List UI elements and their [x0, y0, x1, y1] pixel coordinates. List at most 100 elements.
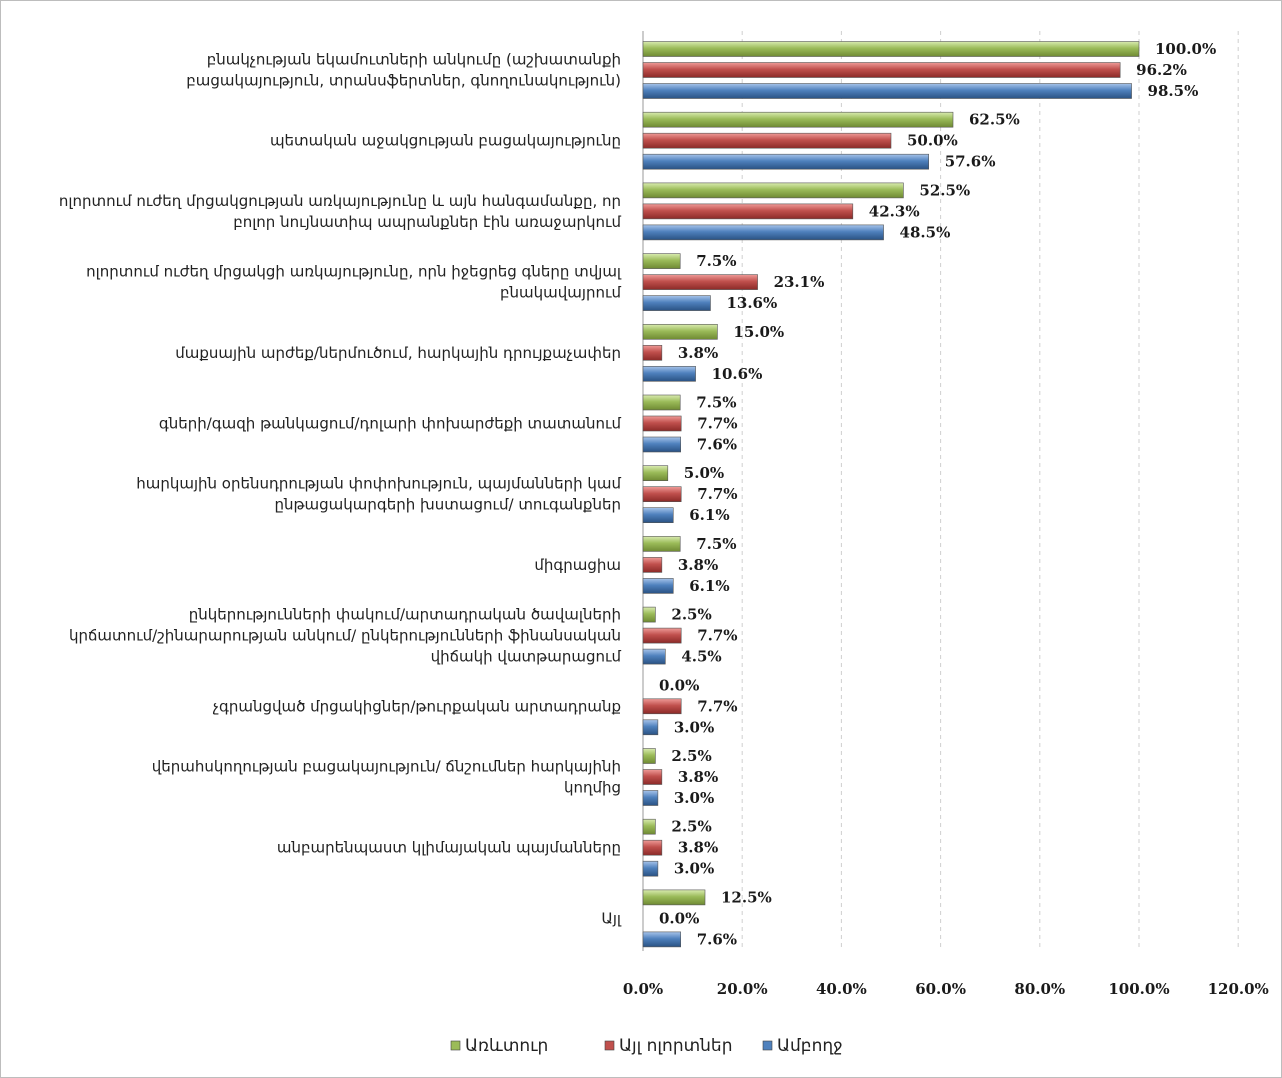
data-label: 7.6%	[697, 930, 737, 948]
x-tick-label: 0.0%	[623, 980, 663, 998]
data-label: 7.5%	[696, 394, 736, 412]
bar-trade	[642, 41, 1140, 57]
x-tick-label: 20.0%	[717, 980, 768, 998]
bar-total	[642, 931, 681, 948]
category-label: Այլ	[601, 909, 622, 927]
data-label: 4.5%	[681, 648, 721, 666]
data-label: 7.7%	[697, 415, 737, 433]
data-label: 23.1%	[774, 273, 825, 291]
data-label: 6.1%	[689, 577, 729, 595]
bar-total	[642, 83, 1132, 99]
bar-total	[642, 860, 659, 877]
data-label: 3.0%	[674, 789, 714, 807]
bar-other-sectors	[642, 415, 682, 432]
legend: Առևտուր Այլ ոլորտներ Ամբողջ	[450, 1036, 843, 1056]
data-label: 7.6%	[697, 436, 737, 454]
category-label: հարկային օրենսդրության փոփոխություն, պայ…	[136, 475, 621, 514]
data-label: 98.5%	[1148, 82, 1199, 100]
data-label: 2.5%	[671, 818, 711, 836]
category-labels: բնակչության եկամուտների անկումը (աշխատան…	[59, 51, 622, 928]
data-label: 0.0%	[659, 676, 699, 694]
data-label: 3.0%	[674, 860, 714, 878]
x-tick-label: 40.0%	[816, 980, 867, 998]
data-label: 5.0%	[684, 464, 724, 482]
data-label: 7.5%	[696, 535, 736, 553]
bar-total	[642, 153, 929, 170]
bar-other-sectors	[642, 627, 682, 644]
category-label: ընկերությունների փակում/արտադրական ծավալ…	[69, 606, 622, 666]
bar-other-sectors	[642, 344, 663, 361]
data-label: 10.6%	[712, 365, 763, 383]
category-label: միգրացիա	[534, 556, 621, 574]
data-label: 2.5%	[671, 606, 711, 624]
bar-trade	[642, 818, 656, 835]
bar-total	[642, 224, 884, 241]
bar-trade	[642, 111, 954, 128]
bar-trade	[642, 182, 904, 199]
bar-total	[642, 507, 674, 524]
bar-total	[642, 790, 659, 806]
legend-swatch	[762, 1040, 773, 1051]
bar-other-sectors	[642, 769, 663, 785]
data-label: 100.0%	[1155, 40, 1216, 58]
bar-total	[642, 295, 711, 311]
x-tick-label: 80.0%	[1014, 980, 1065, 998]
category-label: անբարենպաստ կլիմայական պայմանները	[277, 839, 621, 857]
bar-trade	[642, 394, 681, 411]
bar-trade	[642, 889, 706, 906]
legend-label: Այլ ոլորտներ	[619, 1036, 732, 1056]
bar-trade	[642, 748, 656, 764]
x-tick-label: 100.0%	[1108, 980, 1169, 998]
data-label: 96.2%	[1136, 61, 1187, 79]
category-label: բնակչության եկամուտների անկումը (աշխատան…	[186, 51, 621, 90]
bar-other-sectors	[642, 486, 682, 503]
data-label: 50.0%	[907, 132, 958, 150]
bar-trade	[642, 465, 669, 482]
data-label: 3.8%	[678, 768, 718, 786]
category-label: չգրանցված մրցակիցներ/թուրքական արտադրանք	[213, 697, 621, 715]
bar-trade	[642, 536, 681, 552]
bar-other-sectors	[642, 274, 758, 290]
bar-total	[642, 648, 666, 665]
bar-other-sectors	[642, 203, 854, 220]
data-label: 3.8%	[678, 556, 718, 574]
legend-label: Ամբողջ	[777, 1036, 843, 1056]
bar-other-sectors	[642, 132, 892, 149]
data-label: 15.0%	[733, 323, 784, 341]
value-labels: 100.0% 96.2% 98.5% 62.5% 50.0% 57.6% 52.5% 42.3…	[659, 40, 1216, 948]
category-label: մաքսային արժեք/ներմուծում, հարկային դրու…	[175, 344, 621, 362]
data-label: 7.7%	[697, 627, 737, 645]
category-label: վերահսկողության բացակայություն/ ճնշումնե…	[152, 758, 621, 797]
bar-total	[642, 436, 681, 453]
legend-label: Առևտուր	[465, 1036, 548, 1056]
x-axis-ticks: 0.0% 20.0% 40.0% 60.0% 80.0% 100.0% 120.0%	[623, 980, 1269, 998]
data-label: 7.7%	[697, 697, 737, 715]
bar-other-sectors	[642, 557, 663, 573]
data-label: 2.5%	[671, 747, 711, 765]
category-label: ոլորտում ուժեղ մրցակցության առկայություն…	[59, 192, 622, 231]
data-label: 13.6%	[726, 294, 777, 312]
bar-total	[642, 365, 696, 382]
legend-swatch	[450, 1040, 461, 1051]
data-label: 3.8%	[678, 344, 718, 362]
x-tick-label: 120.0%	[1208, 980, 1269, 998]
bar-trade	[642, 253, 681, 269]
data-label: 7.5%	[696, 252, 736, 270]
data-label: 52.5%	[919, 181, 970, 199]
bar-other-sectors	[642, 839, 663, 856]
data-label: 3.0%	[674, 718, 714, 736]
bar-trade	[642, 323, 718, 340]
data-label: 3.8%	[678, 839, 718, 857]
category-label: գների/գազի թանկացում/դոլարի փոխարժեքի տա…	[159, 415, 622, 433]
data-label: 57.6%	[945, 153, 996, 171]
bar-total	[642, 578, 674, 594]
data-label: 48.5%	[900, 223, 951, 241]
bar-trade	[642, 606, 656, 623]
data-label: 0.0%	[659, 909, 699, 927]
bars	[642, 41, 1140, 948]
data-label: 12.5%	[721, 888, 772, 906]
bar-total	[642, 719, 659, 736]
bar-other-sectors	[642, 62, 1121, 78]
